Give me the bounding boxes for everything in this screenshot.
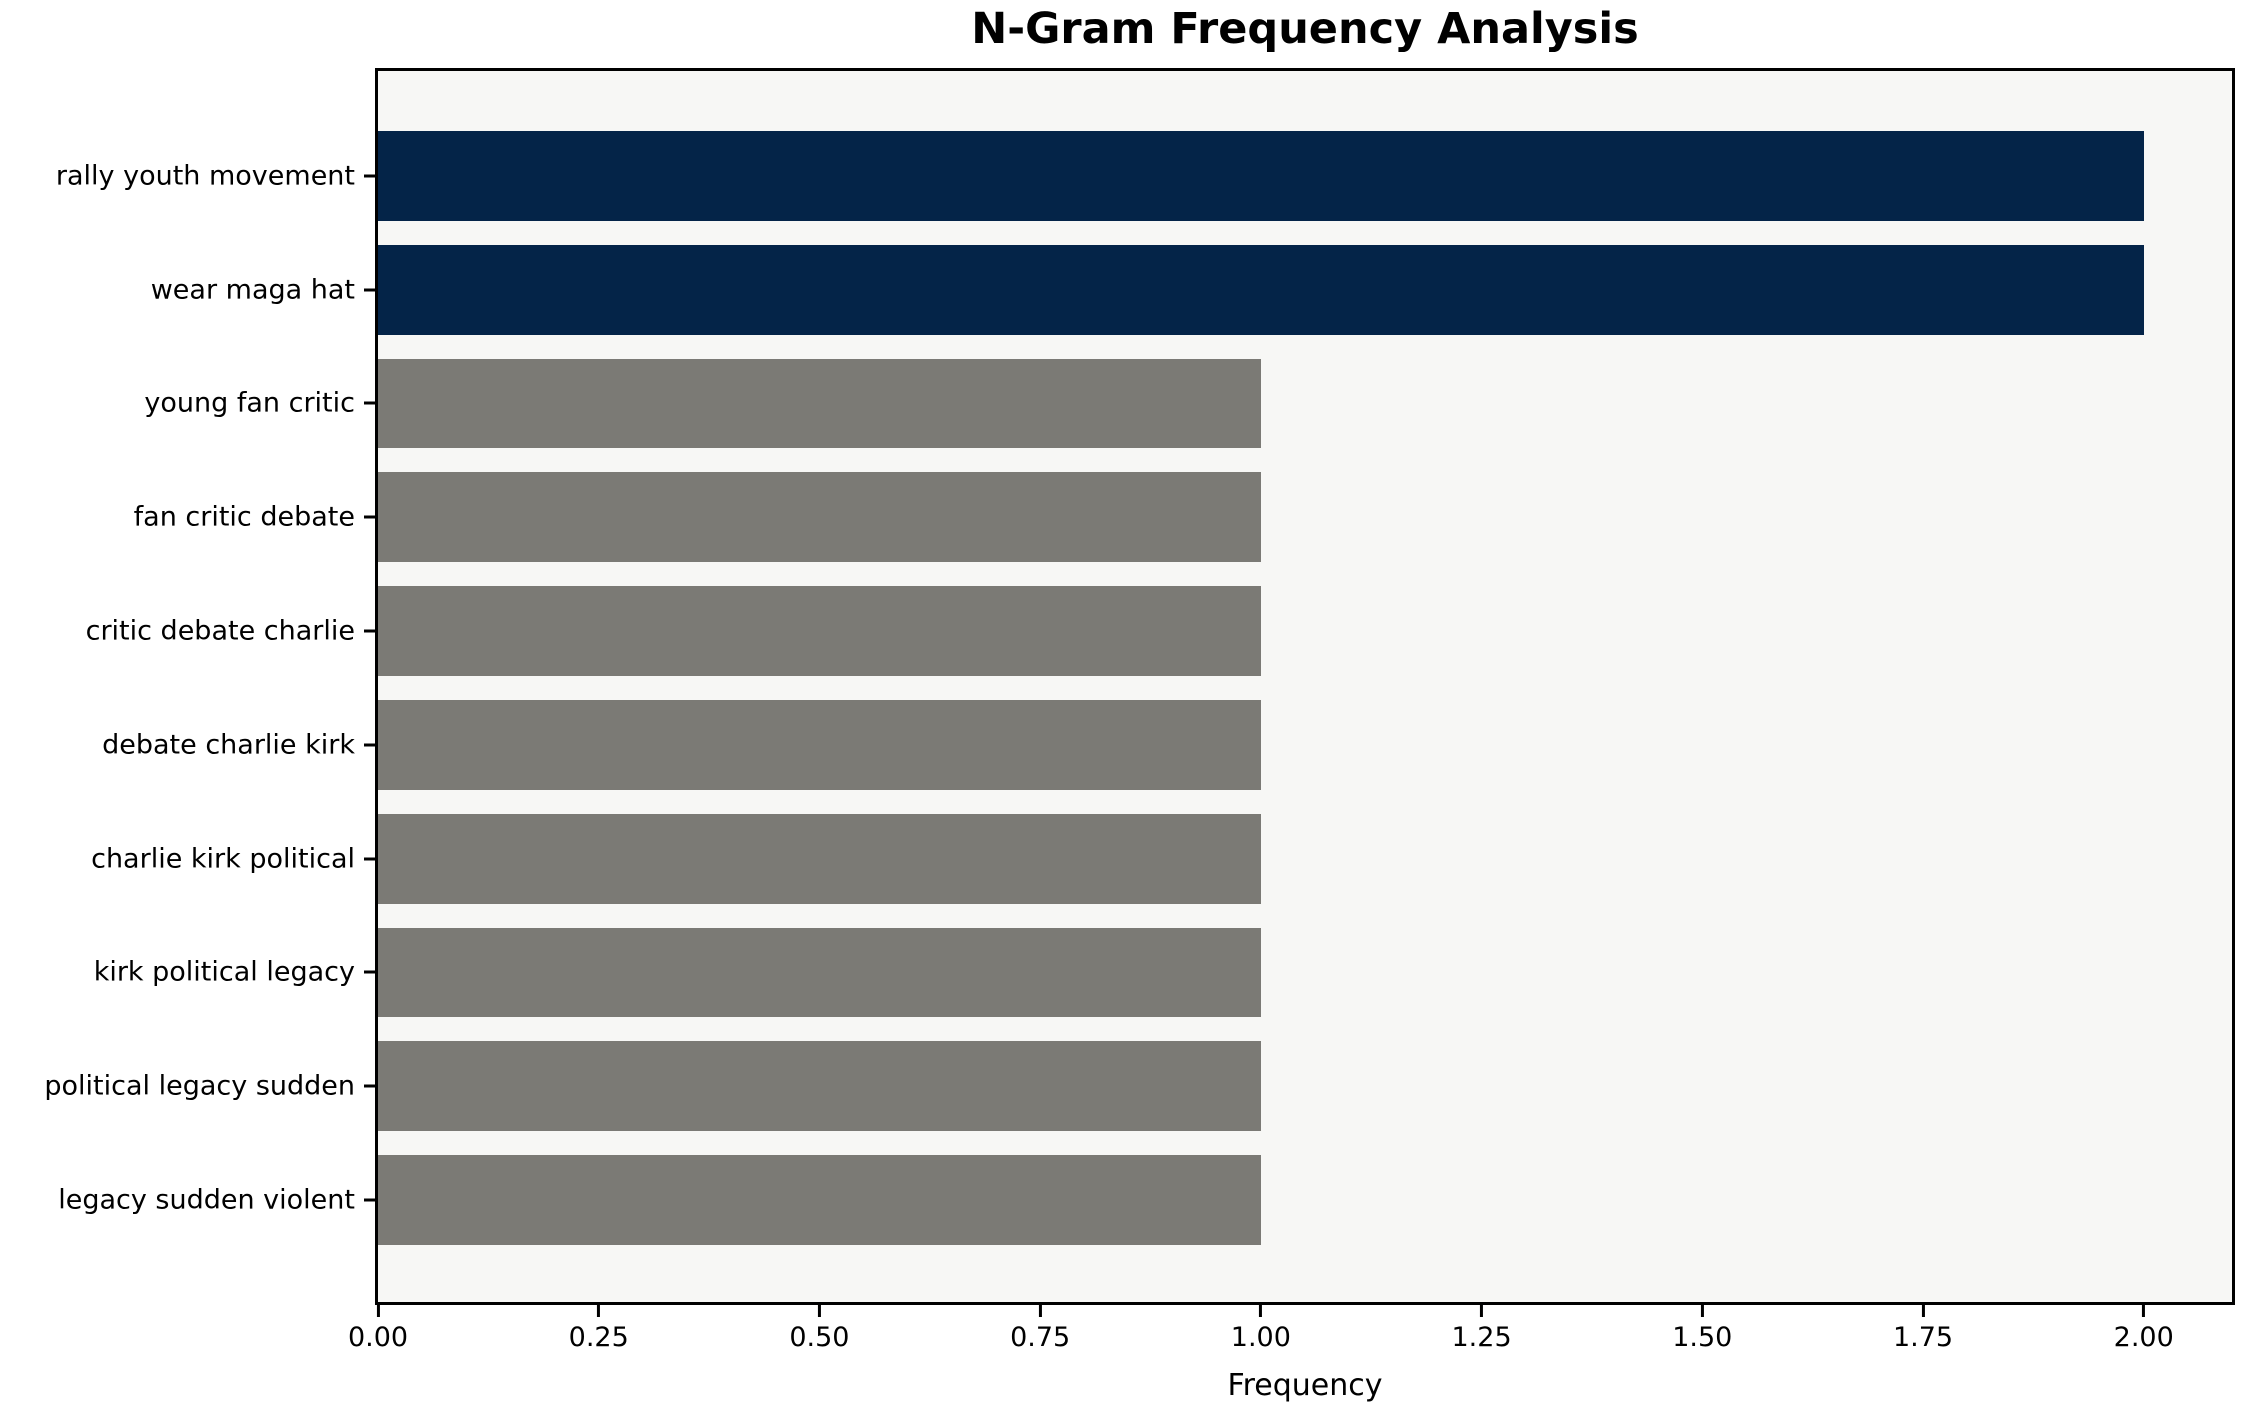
bar-row: critic debate charlie bbox=[86, 574, 2232, 688]
x-tick-label: 0.25 bbox=[568, 1322, 629, 1353]
y-tick-mark bbox=[364, 857, 375, 861]
category-label: rally youth movement bbox=[55, 160, 355, 192]
x-tick-mark bbox=[1259, 1305, 1263, 1317]
x-tick: 1.00 bbox=[1231, 1305, 1291, 1351]
y-tick-mark bbox=[364, 629, 375, 633]
x-tick-mark bbox=[2142, 1305, 2146, 1317]
y-tick-mark bbox=[364, 970, 375, 974]
x-tick-mark bbox=[376, 1305, 380, 1317]
y-tick-mark bbox=[364, 1198, 375, 1202]
bar-row: wear maga hat bbox=[151, 233, 2232, 347]
x-tick: 0.75 bbox=[1010, 1305, 1070, 1351]
y-tick-mark bbox=[364, 1084, 375, 1088]
x-tick-label: 1.00 bbox=[1230, 1322, 1291, 1353]
x-tick-label: 2.00 bbox=[2113, 1322, 2174, 1353]
x-tick-label: 1.50 bbox=[1672, 1322, 1733, 1353]
x-axis-label: Frequency bbox=[1227, 1368, 1383, 1403]
bar-row: rally youth movement bbox=[56, 119, 2232, 233]
bars-container: rally youth movement wear maga hat young f… bbox=[44, 119, 2232, 1257]
x-tick-label: 0.75 bbox=[1010, 1322, 1071, 1353]
bar-row: fan critic debate bbox=[134, 460, 2232, 574]
bar-row: young fan critic bbox=[144, 347, 2232, 461]
category-label: kirk political legacy bbox=[93, 956, 355, 988]
bar bbox=[378, 699, 1261, 790]
x-tick-mark bbox=[597, 1305, 601, 1317]
category-label: fan critic debate bbox=[133, 501, 355, 533]
bar-row: legacy sudden violent bbox=[58, 1143, 2232, 1257]
category-label: debate charlie kirk bbox=[102, 729, 355, 761]
x-tick: 0.25 bbox=[569, 1305, 629, 1351]
category-label: wear maga hat bbox=[150, 274, 355, 306]
x-tick-label: 1.75 bbox=[1892, 1322, 1954, 1353]
bar-row: charlie kirk political bbox=[91, 802, 2232, 916]
bar bbox=[378, 472, 1261, 563]
x-tick-label: 1.25 bbox=[1451, 1322, 1512, 1353]
x-tick: 1.75 bbox=[1893, 1305, 1953, 1351]
bar-row: political legacy sudden bbox=[44, 1029, 2232, 1143]
x-tick: 0.00 bbox=[348, 1305, 408, 1351]
x-tick-mark bbox=[1921, 1305, 1925, 1317]
bar bbox=[378, 927, 1261, 1018]
x-tick-label: 0.50 bbox=[789, 1322, 850, 1353]
y-tick-mark bbox=[364, 743, 375, 747]
chart-title: N-Gram Frequency Analysis bbox=[971, 4, 1639, 54]
x-tick: 1.50 bbox=[1672, 1305, 1732, 1351]
x-tick-label: 0.00 bbox=[347, 1322, 409, 1353]
x-tick-mark bbox=[1038, 1305, 1042, 1317]
category-label: young fan critic bbox=[144, 387, 355, 419]
bar bbox=[378, 130, 2144, 221]
category-label: legacy sudden violent bbox=[58, 1184, 355, 1216]
bar-row: kirk political legacy bbox=[94, 916, 2232, 1030]
bar bbox=[378, 813, 1261, 904]
category-label: critic debate charlie bbox=[85, 615, 355, 647]
bar bbox=[378, 244, 2144, 335]
x-tick-mark bbox=[1700, 1305, 1704, 1317]
bar bbox=[378, 1155, 1261, 1246]
category-label: political legacy sudden bbox=[44, 1070, 355, 1102]
plot-area: rally youth movement wear maga hat young f… bbox=[44, 68, 2235, 1305]
x-tick: 2.00 bbox=[2114, 1305, 2174, 1351]
y-tick-mark bbox=[364, 401, 375, 405]
x-tick-mark bbox=[1480, 1305, 1484, 1317]
bar-row: debate charlie kirk bbox=[102, 688, 2232, 802]
bar bbox=[378, 358, 1261, 449]
y-tick-mark bbox=[364, 288, 375, 292]
x-tick-mark bbox=[817, 1305, 821, 1317]
bar bbox=[378, 586, 1261, 677]
x-tick: 0.50 bbox=[789, 1305, 849, 1351]
y-tick-mark bbox=[364, 515, 375, 519]
bar bbox=[378, 1041, 1261, 1132]
category-label: charlie kirk political bbox=[91, 843, 355, 875]
x-tick: 1.25 bbox=[1452, 1305, 1512, 1351]
y-tick-mark bbox=[364, 174, 375, 178]
